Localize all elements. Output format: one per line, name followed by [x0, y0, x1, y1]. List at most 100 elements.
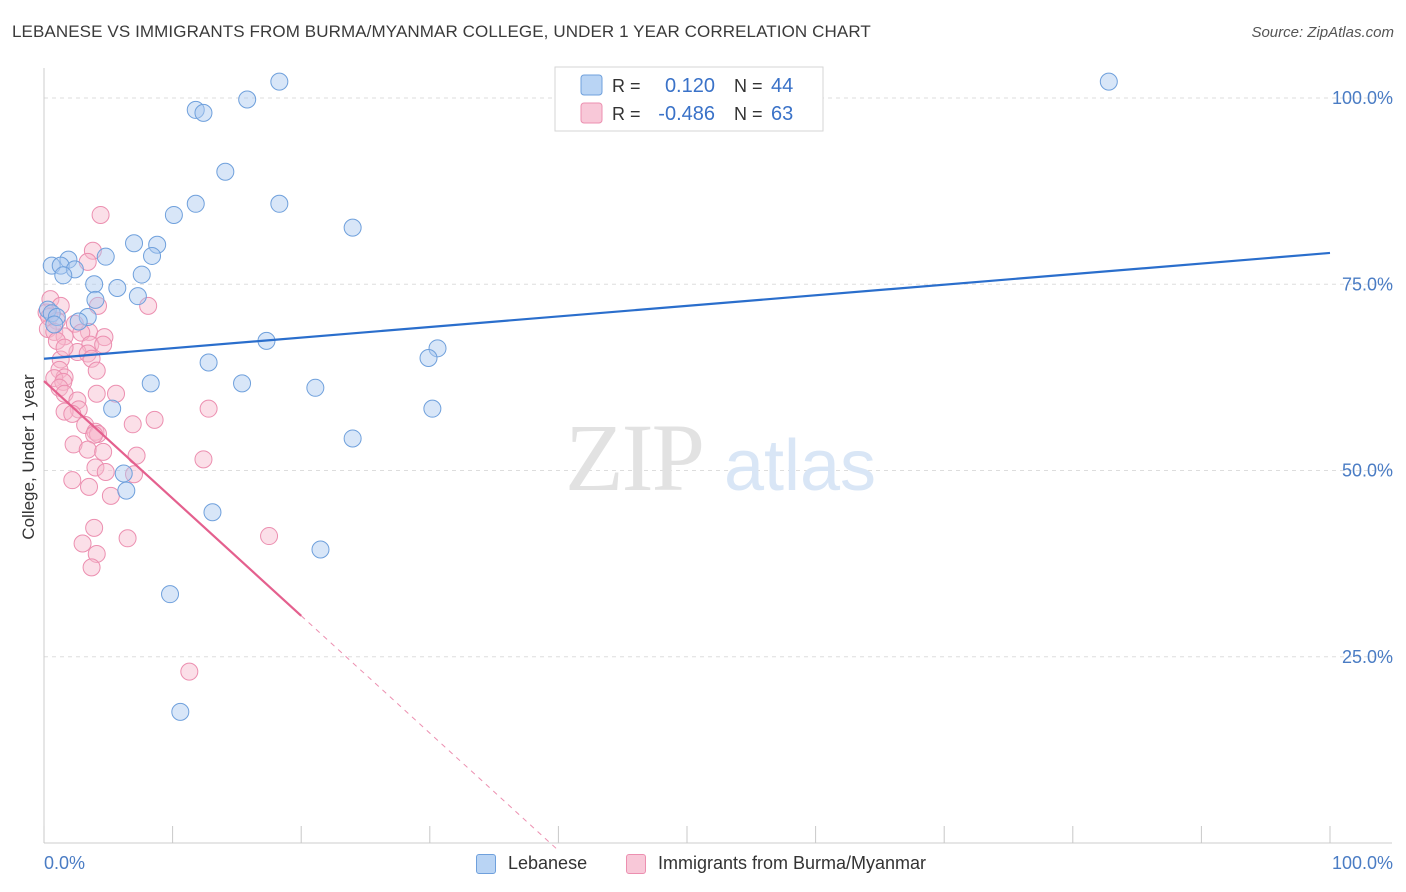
burma-point	[64, 435, 83, 454]
lebanese-point	[311, 540, 330, 559]
burma-point	[86, 458, 105, 477]
burma-point	[86, 422, 105, 441]
series-lebanese	[38, 72, 1118, 721]
burma-point	[118, 529, 137, 548]
lebanese-point	[125, 234, 144, 253]
legend-r-label-2: R =	[612, 104, 641, 124]
legend-r-label-1: R =	[612, 76, 641, 96]
lebanese-point	[114, 464, 133, 483]
burma-point	[94, 335, 113, 354]
x-tick-label: 0.0%	[44, 853, 85, 873]
lebanese-point	[148, 235, 167, 254]
burma-point	[80, 477, 99, 496]
burma-point	[68, 391, 87, 410]
burma-point	[107, 384, 126, 403]
legend-item-burma[interactable]: Immigrants from Burma/Myanmar	[626, 853, 926, 874]
burma-point	[78, 440, 97, 459]
y-tick-label: 25.0%	[1342, 647, 1393, 667]
burma-point	[145, 410, 164, 429]
lebanese-point	[171, 702, 190, 721]
lebanese-point	[270, 194, 289, 213]
legend-n-label-1: N =	[734, 76, 763, 96]
burma-point	[101, 486, 120, 505]
burma-point	[91, 205, 110, 224]
burma-point	[260, 527, 279, 546]
lebanese-point	[238, 90, 257, 109]
burma-point	[180, 662, 199, 681]
lebanese-point	[1099, 72, 1118, 91]
legend-swatch-pink	[580, 102, 603, 124]
legend-top: R = 0.120 N = 44 R = -0.486 N = 63	[554, 66, 824, 132]
gridlines	[44, 97, 1392, 658]
burma-point	[63, 471, 82, 490]
watermark-zip: ZIP	[565, 404, 703, 511]
lebanese-point	[194, 103, 213, 122]
legend-n-label-2: N =	[734, 104, 763, 124]
source-label: Source: ZipAtlas.com	[1251, 24, 1394, 41]
lebanese-point	[85, 275, 104, 294]
lebanese-point	[96, 247, 115, 266]
lebanese-point	[54, 266, 73, 285]
legend-item-lebanese[interactable]: Lebanese	[476, 853, 587, 874]
legend-r-value-2: -0.486	[658, 103, 715, 125]
lebanese-point	[141, 374, 160, 393]
lebanese-point	[216, 162, 235, 181]
y-tick-label: 50.0%	[1342, 461, 1393, 481]
series-immigrants-burma	[37, 205, 279, 681]
lebanese-point	[78, 308, 97, 327]
lebanese-point	[199, 353, 218, 372]
lebanese-point	[343, 429, 362, 448]
lebanese-point	[161, 585, 180, 604]
axes	[43, 68, 1392, 844]
burma-point	[95, 328, 114, 347]
lebanese-point	[103, 399, 122, 418]
x-tick-labels: 0.0% 100.0%	[44, 853, 1393, 873]
legend-bottom: Lebanese Immigrants from Burma/Myanmar	[0, 851, 1406, 879]
lebanese-point	[108, 278, 127, 297]
watermark-atlas: atlas	[724, 426, 876, 506]
trendlines	[43, 251, 1331, 851]
burma-trendline	[43, 380, 302, 617]
burma-point	[87, 384, 106, 403]
burma-point	[87, 361, 106, 380]
burma-trendline-extension	[300, 615, 559, 851]
legend-label-lebanese: Lebanese	[508, 853, 588, 873]
burma-point	[82, 558, 101, 577]
legend-n-value-2: 63	[771, 103, 793, 125]
lebanese-point	[45, 315, 64, 334]
burma-point	[87, 544, 106, 563]
lebanese-point	[306, 378, 325, 397]
lebanese-point	[419, 349, 438, 368]
lebanese-point	[186, 194, 205, 213]
chart-title: LEBANESE VS IMMIGRANTS FROM BURMA/MYANMA…	[12, 22, 871, 41]
lebanese-point	[423, 399, 442, 418]
y-tick-labels: 25.0% 50.0% 75.0% 100.0%	[1332, 88, 1393, 667]
burma-point	[96, 462, 115, 481]
lebanese-point	[233, 374, 252, 393]
burma-point	[72, 323, 91, 342]
lebanese-point	[42, 256, 61, 275]
lebanese-point	[65, 260, 84, 279]
burma-point	[94, 442, 113, 461]
burma-point	[123, 415, 142, 434]
lebanese-point	[143, 246, 162, 265]
lebanese-point	[69, 312, 88, 331]
burma-point	[194, 450, 213, 469]
legend-n-value-1: 44	[771, 75, 793, 97]
lebanese-point	[203, 503, 222, 522]
watermark: ZIP atlas	[565, 404, 876, 511]
legend-r-value-1: 0.120	[665, 75, 715, 97]
legend-label-burma: Immigrants from Burma/Myanmar	[658, 853, 927, 873]
burma-point	[73, 534, 92, 553]
lebanese-point	[47, 308, 66, 327]
legend-swatch-blue	[580, 74, 603, 96]
y-tick-label: 100.0%	[1332, 88, 1393, 108]
lebanese-point	[428, 339, 447, 358]
lebanese-point	[117, 481, 136, 500]
lebanese-trendline	[43, 251, 1331, 360]
lebanese-point	[86, 290, 105, 309]
burma-point	[55, 338, 74, 357]
burma-point	[125, 465, 144, 484]
legend-swatch-burma	[626, 853, 646, 874]
